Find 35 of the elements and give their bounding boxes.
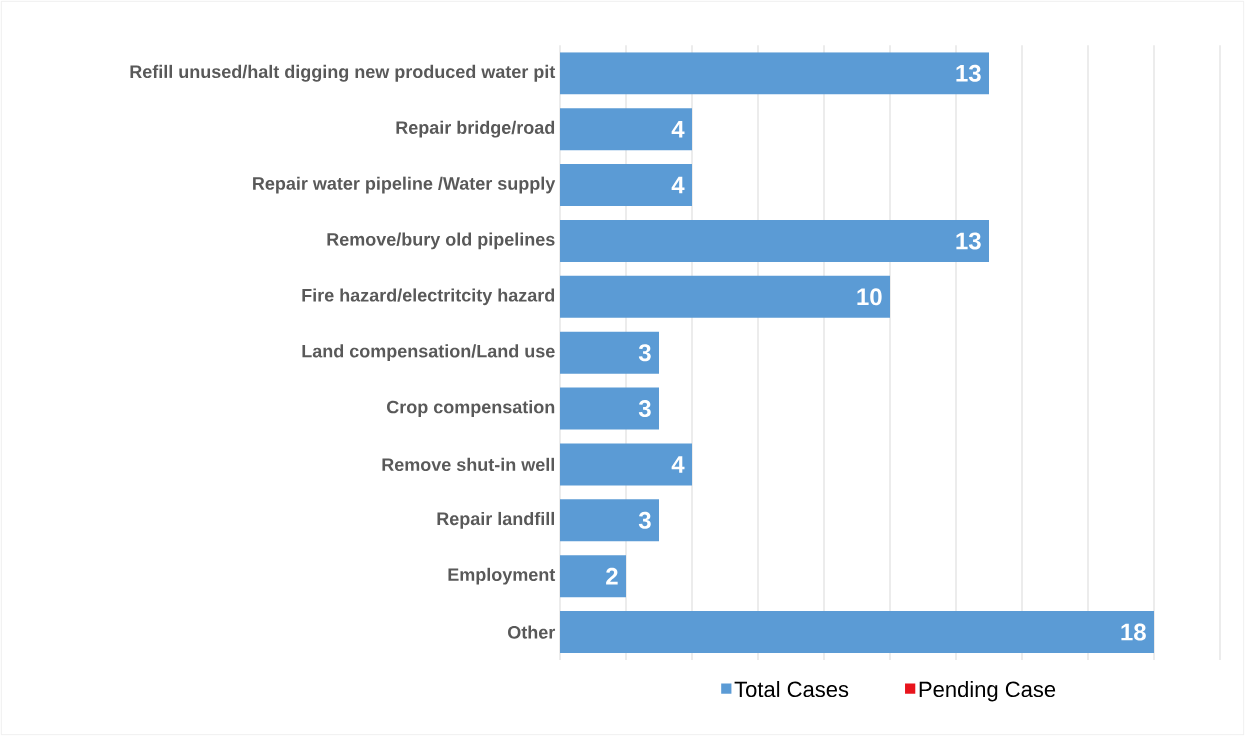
data-label: 3: [638, 400, 651, 418]
bar: [560, 387, 659, 430]
data-label: 4: [671, 120, 685, 138]
y-tick-label: Repair landfill: [437, 511, 554, 529]
bar: [560, 499, 659, 542]
bar: [560, 52, 990, 95]
y-tick-label: Repair bridge/road: [396, 120, 555, 138]
y-tick-label: Land compensation/Land use: [302, 344, 555, 362]
bar: [560, 164, 692, 207]
legend-label: Total Cases: [734, 680, 849, 698]
data-label: 3: [638, 511, 651, 529]
data-label: 18: [1121, 623, 1146, 641]
y-tick-label: Remove shut-in well: [382, 457, 554, 472]
bar: [560, 275, 890, 318]
y-tick-label: Fire hazard/electritcity hazard: [302, 288, 555, 306]
bar: [560, 331, 659, 374]
data-label: 4: [671, 456, 685, 473]
y-tick-label: Repair water pipeline /Water supply: [253, 176, 556, 194]
data-label: 13: [956, 64, 981, 82]
y-tick-label: Crop compensation: [387, 400, 555, 417]
y-tick-label: Refill unused/halt digging new produced water pit: [130, 64, 556, 82]
data-label: 3: [638, 344, 651, 362]
bar: [560, 611, 1155, 654]
y-tick-label: Other: [508, 625, 556, 639]
y-tick-label: Employment: [448, 567, 556, 585]
bar: [560, 555, 626, 598]
bar: [560, 108, 692, 151]
data-label: 2: [606, 567, 618, 585]
bar: [560, 219, 990, 262]
y-tick-label: Remove/bury old pipelines: [327, 232, 555, 250]
legend-label: Pending Case: [919, 680, 1056, 702]
data-label: 4: [671, 176, 685, 194]
data-label: 10: [857, 288, 882, 306]
data-label: 13: [956, 232, 981, 250]
bar: [560, 443, 692, 486]
